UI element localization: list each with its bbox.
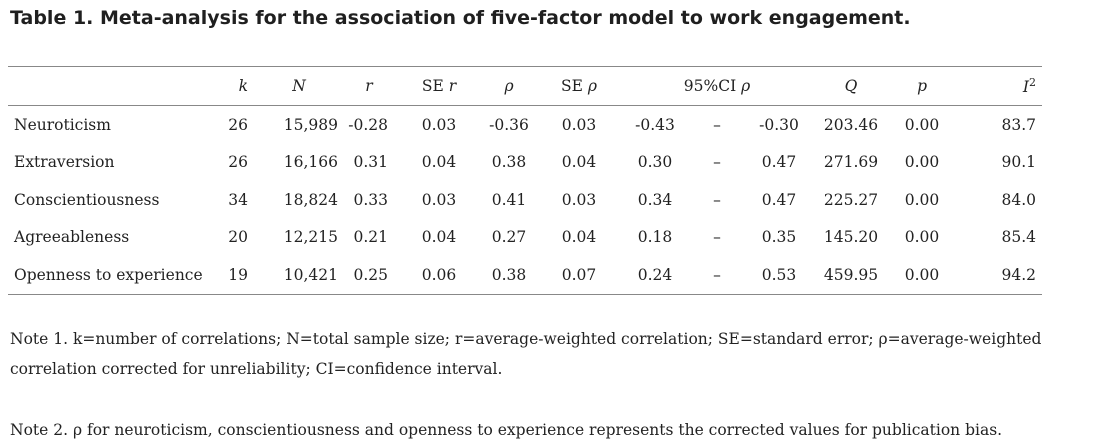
table-row: Neuroticism 26 15,989 -0.28 0.03 -0.36 0… xyxy=(8,106,1042,144)
cell-se-r: 0.06 xyxy=(421,265,457,284)
header-ci: 95%CI ρ xyxy=(683,77,751,95)
cell-se-r: 0.04 xyxy=(421,228,457,247)
cell-N: 16,166 xyxy=(283,153,338,172)
cell-k: 20 xyxy=(228,228,248,247)
cell-rho: -0.36 xyxy=(489,115,529,134)
note-1: Note 1. k=number of correlations; N=tota… xyxy=(10,330,1042,378)
cell-ci-high: 0.53 xyxy=(761,265,797,284)
cell-k: 34 xyxy=(228,190,248,209)
cell-se-rho: 0.03 xyxy=(561,190,597,209)
cell-r: -0.28 xyxy=(348,115,388,134)
cell-rho: 0.38 xyxy=(491,265,527,284)
cell-N: 18,824 xyxy=(283,190,338,209)
cell-p: 0.00 xyxy=(904,115,940,134)
cell-N: 12,215 xyxy=(283,228,338,247)
cell-ci-dash: – xyxy=(713,228,721,247)
cell-ci-low: 0.34 xyxy=(637,190,673,209)
cell-r: 0.25 xyxy=(353,265,388,284)
cell-I2: 84.0 xyxy=(1001,190,1037,209)
table-title: Table 1. Meta-analysis for the associati… xyxy=(10,7,911,29)
header-N: N xyxy=(292,77,306,95)
header-se-r: SE r xyxy=(421,77,457,95)
cell-r: 0.31 xyxy=(353,153,388,172)
cell-factor: Extraversion xyxy=(14,153,115,172)
cell-rho: 0.27 xyxy=(491,228,527,247)
cell-I2: 94.2 xyxy=(1001,265,1037,284)
cell-se-rho: 0.03 xyxy=(561,115,597,134)
note-2: Note 2. ρ for neuroticism, conscientious… xyxy=(10,421,1003,439)
cell-ci-low: 0.18 xyxy=(637,228,673,247)
header-row: k N r SE r ρ SE ρ 95%CI ρ Q p I2 xyxy=(8,66,1043,106)
meta-analysis-table: k N r SE r ρ SE ρ 95%CI ρ Q p I2 Neuroti… xyxy=(8,66,1043,295)
cell-rho: 0.41 xyxy=(491,190,527,209)
cell-N: 15,989 xyxy=(283,115,338,134)
table-row: Extraversion 26 16,166 0.31 0.04 0.38 0.… xyxy=(8,144,1042,182)
cell-se-rho: 0.07 xyxy=(561,265,597,284)
table-row: Conscientiousness 34 18,824 0.33 0.03 0.… xyxy=(8,181,1042,219)
cell-I2: 83.7 xyxy=(1001,115,1037,134)
header-Q: Q xyxy=(844,77,858,95)
cell-se-rho: 0.04 xyxy=(561,153,597,172)
cell-ci-low: 0.30 xyxy=(637,153,673,172)
header-factor xyxy=(8,67,204,106)
cell-k: 19 xyxy=(228,265,248,284)
cell-k: 26 xyxy=(228,153,248,172)
cell-p: 0.00 xyxy=(904,153,940,172)
cell-factor: Neuroticism xyxy=(14,115,111,134)
cell-ci-dash: – xyxy=(713,115,721,134)
table-row: Openness to experience 19 10,421 0.25 0.… xyxy=(8,256,1043,294)
cell-p: 0.00 xyxy=(904,265,940,284)
cell-se-r: 0.03 xyxy=(421,115,457,134)
cell-factor: Openness to experience xyxy=(14,265,203,284)
cell-ci-dash: – xyxy=(713,153,721,172)
cell-r: 0.21 xyxy=(353,228,388,247)
cell-Q: 203.46 xyxy=(823,115,879,134)
cell-p: 0.00 xyxy=(904,228,940,247)
cell-k: 26 xyxy=(228,115,248,134)
cell-factor: Conscientiousness xyxy=(14,190,160,209)
cell-ci-dash: – xyxy=(713,190,721,209)
cell-Q: 225.27 xyxy=(823,190,879,209)
header-se-rho: SE ρ xyxy=(561,77,597,95)
cell-N: 10,421 xyxy=(283,265,338,284)
cell-Q: 459.95 xyxy=(823,265,879,284)
cell-ci-high: 0.47 xyxy=(761,153,797,172)
cell-Q: 271.69 xyxy=(823,153,879,172)
cell-ci-high: 0.47 xyxy=(761,190,797,209)
cell-I2: 85.4 xyxy=(1001,228,1037,247)
table-row: Agreeableness 20 12,215 0.21 0.04 0.27 0… xyxy=(8,219,1042,257)
header-p: p xyxy=(917,77,927,95)
cell-ci-low: -0.43 xyxy=(635,115,675,134)
header-r: r xyxy=(365,77,373,95)
header-rho: ρ xyxy=(504,77,514,95)
cell-factor: Agreeableness xyxy=(14,228,130,247)
cell-se-r: 0.03 xyxy=(421,190,457,209)
cell-p: 0.00 xyxy=(904,190,940,209)
cell-rho: 0.38 xyxy=(491,153,527,172)
cell-I2: 90.1 xyxy=(1001,153,1037,172)
header-I2: I2 xyxy=(1022,76,1037,96)
cell-ci-low: 0.24 xyxy=(637,265,673,284)
cell-se-r: 0.04 xyxy=(421,153,457,172)
cell-ci-high: -0.30 xyxy=(759,115,799,134)
cell-r: 0.33 xyxy=(353,190,388,209)
header-k: k xyxy=(238,77,248,95)
cell-ci-high: 0.35 xyxy=(761,228,797,247)
cell-ci-dash: – xyxy=(713,265,721,284)
cell-se-rho: 0.04 xyxy=(561,228,597,247)
cell-Q: 145.20 xyxy=(823,228,879,247)
